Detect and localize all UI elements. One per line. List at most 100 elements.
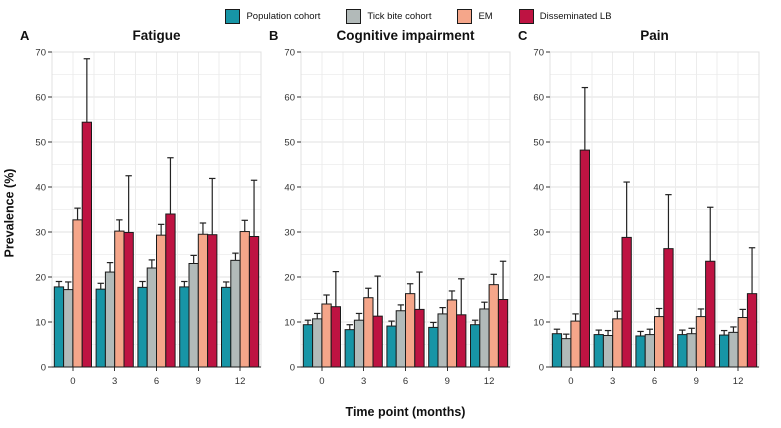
x-tick-label: 0 xyxy=(319,376,324,387)
x-tick-label: 6 xyxy=(652,376,657,387)
bar-disseminated-lb-m9 xyxy=(456,314,467,368)
bar-tick-bite-cohort-m9 xyxy=(686,333,697,368)
legend-swatch-em xyxy=(457,8,473,24)
bar-population-cohort-m0 xyxy=(551,333,563,368)
bar-tick-bite-cohort-m12 xyxy=(479,308,490,368)
bar-em-m12 xyxy=(239,231,250,368)
bar-tick-bite-cohort-m12 xyxy=(728,331,739,368)
bar-population-cohort-m9 xyxy=(428,326,439,368)
bar-em-m9 xyxy=(446,299,458,368)
bar-tick-bite-cohort-m0 xyxy=(63,289,74,368)
bar-em-m12 xyxy=(488,284,499,368)
legend-label: EM xyxy=(478,10,493,22)
bar-population-cohort-m9 xyxy=(179,286,190,368)
legend-swatch-tick-bite-cohort xyxy=(346,8,362,24)
legend-item-em: EM xyxy=(457,8,493,24)
bar-em-m12 xyxy=(737,317,748,368)
bar-population-cohort-m3 xyxy=(593,334,604,368)
x-tick-label: 12 xyxy=(235,376,246,387)
bar-disseminated-lb-m9 xyxy=(207,234,218,368)
panel-plot-fatigue: 0 10 20 30 40 50 60 70 0 3 6 9 12 xyxy=(35,48,262,387)
bar-disseminated-lb-m0 xyxy=(81,121,92,368)
bar-em-m3 xyxy=(612,318,623,368)
panel-plot-pain: 0 10 20 30 40 50 60 70 0 3 6 9 12 xyxy=(533,48,760,387)
bar-population-cohort-m6 xyxy=(386,325,397,368)
y-tick-label: 0 xyxy=(290,363,295,374)
bar-disseminated-lb-m0 xyxy=(330,306,341,368)
bar-em-m9 xyxy=(695,316,707,368)
x-tick-label: 9 xyxy=(196,376,201,387)
bar-disseminated-lb-m3 xyxy=(123,231,134,368)
bar-disseminated-lb-m3 xyxy=(621,236,632,368)
legend-swatch-population-cohort xyxy=(225,8,241,24)
legend: Population cohort Tick bite cohort EM Disse… xyxy=(70,4,767,28)
bar-disseminated-lb-m12 xyxy=(248,236,260,368)
panel-fatigue: A Fatigue 0 10 20 30 40 50 60 70 0 3 6 9 12 xyxy=(18,28,267,397)
bar-disseminated-lb-m3 xyxy=(372,315,383,368)
y-tick-label: 20 xyxy=(35,273,46,284)
x-tick-label: 12 xyxy=(733,376,744,387)
legend-label: Disseminated LB xyxy=(539,10,612,22)
y-tick-label: 30 xyxy=(284,228,295,239)
legend-item-tick-bite-cohort: Tick bite cohort xyxy=(346,8,431,24)
bar-population-cohort-m0 xyxy=(53,286,65,368)
bar-tick-bite-cohort-m6 xyxy=(644,334,655,368)
bar-disseminated-lb-m12 xyxy=(497,299,509,368)
bar-population-cohort-m12 xyxy=(719,334,730,368)
bar-em-m6 xyxy=(156,234,167,368)
bar-disseminated-lb-m6 xyxy=(165,213,176,368)
panel-title-row: A Fatigue xyxy=(18,28,267,48)
bar-tick-bite-cohort-m0 xyxy=(312,318,323,368)
bar-disseminated-lb-m9 xyxy=(705,260,716,368)
y-tick-label: 40 xyxy=(533,183,544,194)
y-tick-label: 20 xyxy=(284,273,295,284)
legend-label: Population cohort xyxy=(246,10,321,22)
y-tick-label: 30 xyxy=(533,228,544,239)
bar-tick-bite-cohort-m0 xyxy=(561,338,572,368)
bar-population-cohort-m0 xyxy=(302,324,314,368)
figure-body: Prevalence (%) A Fatigue 0 10 20 30 40 50 60 70 0 3… xyxy=(0,28,767,397)
bar-em-m3 xyxy=(363,297,374,368)
x-tick-label: 0 xyxy=(70,376,75,387)
bar-em-m6 xyxy=(654,316,665,368)
panel-plot-cognitive-impairment: 0 10 20 30 40 50 60 70 0 3 6 9 12 xyxy=(284,48,511,387)
y-tick-label: 10 xyxy=(35,318,46,329)
x-tick-label: 9 xyxy=(445,376,450,387)
panel-pain: C Pain 0 10 20 30 40 50 60 70 0 3 6 9 12 xyxy=(516,28,765,397)
y-tick-label: 40 xyxy=(284,183,295,194)
y-tick-label: 60 xyxy=(533,93,544,104)
panel-title: Cognitive impairment xyxy=(336,28,475,43)
bar-population-cohort-m6 xyxy=(137,286,148,368)
legend-item-disseminated-lb: Disseminated LB xyxy=(518,8,612,24)
bar-tick-bite-cohort-m9 xyxy=(437,313,448,368)
y-tick-label: 10 xyxy=(533,318,544,329)
panel-title: Fatigue xyxy=(132,28,181,43)
bar-tick-bite-cohort-m9 xyxy=(188,263,199,368)
y-tick-label: 70 xyxy=(533,48,544,59)
bar-em-m0 xyxy=(570,320,581,368)
panel-letter: C xyxy=(518,28,528,43)
bar-tick-bite-cohort-m3 xyxy=(353,319,365,368)
bar-disseminated-lb-m12 xyxy=(746,293,758,368)
y-tick-label: 0 xyxy=(41,363,46,374)
panel-letter: A xyxy=(20,28,30,43)
bar-em-m3 xyxy=(114,230,125,368)
bar-disseminated-lb-m6 xyxy=(663,248,674,368)
bar-em-m6 xyxy=(405,293,416,368)
y-tick-label: 70 xyxy=(284,48,295,59)
bar-em-m9 xyxy=(197,233,209,368)
x-tick-label: 3 xyxy=(610,376,615,387)
y-tick-label: 60 xyxy=(35,93,46,104)
legend-swatch-disseminated-lb xyxy=(518,8,534,24)
bar-disseminated-lb-m6 xyxy=(414,308,425,368)
bar-disseminated-lb-m0 xyxy=(579,149,590,368)
y-axis-title-column: Prevalence (%) xyxy=(0,28,18,397)
y-tick-label: 50 xyxy=(533,138,544,149)
panel-title-row: C Pain xyxy=(516,28,765,48)
y-axis-title: Prevalence (%) xyxy=(2,168,16,257)
bar-tick-bite-cohort-m6 xyxy=(395,310,406,368)
bar-tick-bite-cohort-m12 xyxy=(230,259,241,368)
bar-population-cohort-m3 xyxy=(344,329,355,368)
x-tick-label: 6 xyxy=(154,376,159,387)
